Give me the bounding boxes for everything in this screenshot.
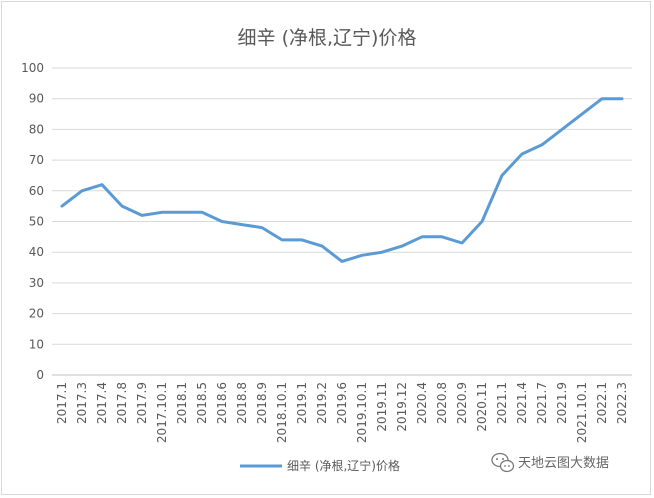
x-tick-label: 2019.12	[395, 382, 409, 432]
y-tick-label: 100	[21, 61, 44, 75]
x-tick-label: 2021.1	[495, 382, 509, 424]
y-tick-label: 0	[36, 368, 44, 382]
x-tick-label: 2018.6	[215, 382, 229, 424]
x-tick-label: 2018.1	[175, 382, 189, 424]
y-tick-label: 40	[29, 245, 44, 259]
gridlines	[52, 67, 632, 376]
x-tick-label: 2021.7	[535, 382, 549, 424]
legend: 细辛 (净根,辽宁)价格	[240, 458, 400, 473]
wechat-icon	[491, 452, 515, 473]
x-tick-label: 2017.9	[135, 382, 149, 424]
x-tick-label: 2021.9	[555, 382, 569, 424]
x-tick-label: 2017.8	[115, 382, 129, 424]
x-tick-label: 2018.5	[195, 382, 209, 424]
y-tick-label: 90	[29, 92, 44, 106]
x-tick-label: 2017.1	[55, 382, 69, 424]
y-tick-label: 50	[29, 215, 44, 229]
x-tick-label: 2018.9	[255, 382, 269, 424]
x-tick-label: 2019.1	[295, 382, 309, 424]
x-tick-label: 2017.10.1	[155, 382, 169, 443]
x-tick-label: 2019.10.1	[355, 382, 369, 443]
x-tick-label: 2020.4	[415, 382, 429, 424]
x-tick-label: 2018.10.1	[275, 382, 289, 443]
x-tick-label: 2022.1	[595, 382, 609, 424]
y-tick-label: 30	[29, 276, 44, 290]
y-axis-ticks: 0 10 20 30 40 50 60 70 80 90 100	[21, 61, 44, 382]
x-tick-label: 2020.11	[475, 382, 489, 432]
chart-title: 细辛 (净根,辽宁)价格	[238, 27, 417, 49]
x-axis-ticks: 2017.1 2017.3 2017.4 2017.8 2017.9 2017.10.1 2…	[55, 382, 629, 443]
y-tick-label: 70	[29, 153, 44, 167]
x-tick-label: 2022.3	[615, 382, 629, 424]
x-tick-label: 2020.8	[435, 382, 449, 424]
watermark-text: 天地云图大数据	[518, 456, 609, 471]
x-tick-label: 2019.11	[375, 382, 389, 432]
x-tick-label: 2017.4	[95, 382, 109, 424]
x-tick-label: 2021.4	[515, 382, 529, 424]
y-tick-label: 60	[29, 184, 44, 198]
x-tick-label: 2017.3	[75, 382, 89, 424]
x-tick-label: 2020.9	[455, 382, 469, 424]
x-tick-label: 2019.6	[335, 382, 349, 424]
x-tick-label: 2018.8	[235, 382, 249, 424]
x-tick-label: 2019.2	[315, 382, 329, 424]
y-tick-label: 20	[29, 307, 44, 321]
y-tick-label: 80	[29, 122, 44, 136]
series-line	[60, 97, 624, 263]
x-tick-label: 2021.10.1	[575, 382, 589, 443]
series-group	[60, 97, 624, 263]
y-tick-label: 10	[29, 337, 44, 351]
watermark: 天地云图大数据	[491, 452, 609, 473]
legend-label: 细辛 (净根,辽宁)价格	[287, 458, 400, 473]
